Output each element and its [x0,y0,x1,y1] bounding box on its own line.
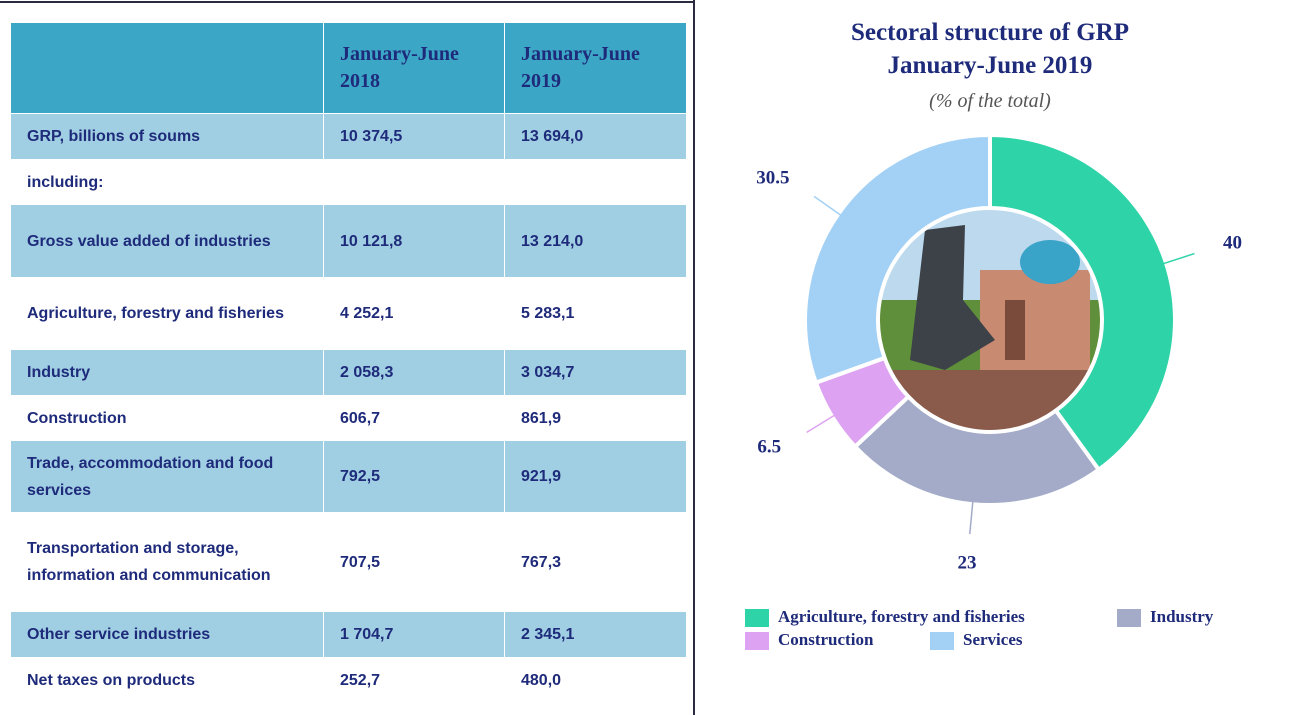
legend-swatch [745,632,769,650]
legend-label: Construction [778,630,874,649]
cell: 13 694,0 [505,114,687,160]
cell [324,160,505,205]
header-row: January-June 2018 January-June 2019 [11,23,687,114]
legend-swatch [1117,609,1141,627]
cell: 252,7 [324,658,505,704]
row-label: Net taxes on products [11,658,324,704]
cell: 767,3 [505,513,687,612]
row-label: Other service industries [11,612,324,658]
cell: 1 704,7 [324,612,505,658]
row-label: including: [11,160,324,205]
legend-label: Services [963,630,1023,649]
cell: 10 121,8 [324,205,505,278]
data-label: 40 [1223,233,1242,254]
data-label: 23 [957,552,976,573]
cell: 4 252,1 [324,278,505,350]
row-label: Industry [11,350,324,396]
row-label: Transportation and storage, information … [11,513,324,612]
cell [505,160,687,205]
cell: 921,9 [505,441,687,513]
legend-label: Industry [1150,607,1214,626]
table-row: including: [11,160,687,205]
page: January-June 2018 January-June 2019 GRP,… [0,0,1301,715]
table-row: Transportation and storage, information … [11,513,687,612]
header-cell [11,23,324,114]
cell: 792,5 [324,441,505,513]
header-cell: January-June 2018 [324,23,505,114]
cell: 2 345,1 [505,612,687,658]
data-table: January-June 2018 January-June 2019 GRP,… [10,22,687,704]
data-label: 30.5 [756,167,789,188]
top-rule [0,1,694,3]
data-label: 6.5 [757,436,781,457]
cell: 480,0 [505,658,687,704]
row-label: GRP, billions of soums [11,114,324,160]
cell: 13 214,0 [505,205,687,278]
legend-swatch [930,632,954,650]
header-cell: January-June 2019 [505,23,687,114]
leader-line [814,196,843,217]
cell: 3 034,7 [505,350,687,396]
cell: 2 058,3 [324,350,505,396]
row-label: Construction [11,396,324,441]
cell: 10 374,5 [324,114,505,160]
cell: 707,5 [324,513,505,612]
leader-line [807,414,838,433]
cell: 5 283,1 [505,278,687,350]
legend-label: Agriculture, forestry and fisheries [778,607,1025,626]
cell: 861,9 [505,396,687,441]
legend-swatch [745,609,769,627]
row-label: Trade, accommodation and food services [11,441,324,513]
row-label: Agriculture, forestry and fisheries [11,278,324,350]
chart: 40 23 6.5 30.5 Agriculture, forestry and fis… [695,0,1301,715]
cell: 606,7 [324,396,505,441]
row-label: Gross value added of industries [11,205,324,278]
